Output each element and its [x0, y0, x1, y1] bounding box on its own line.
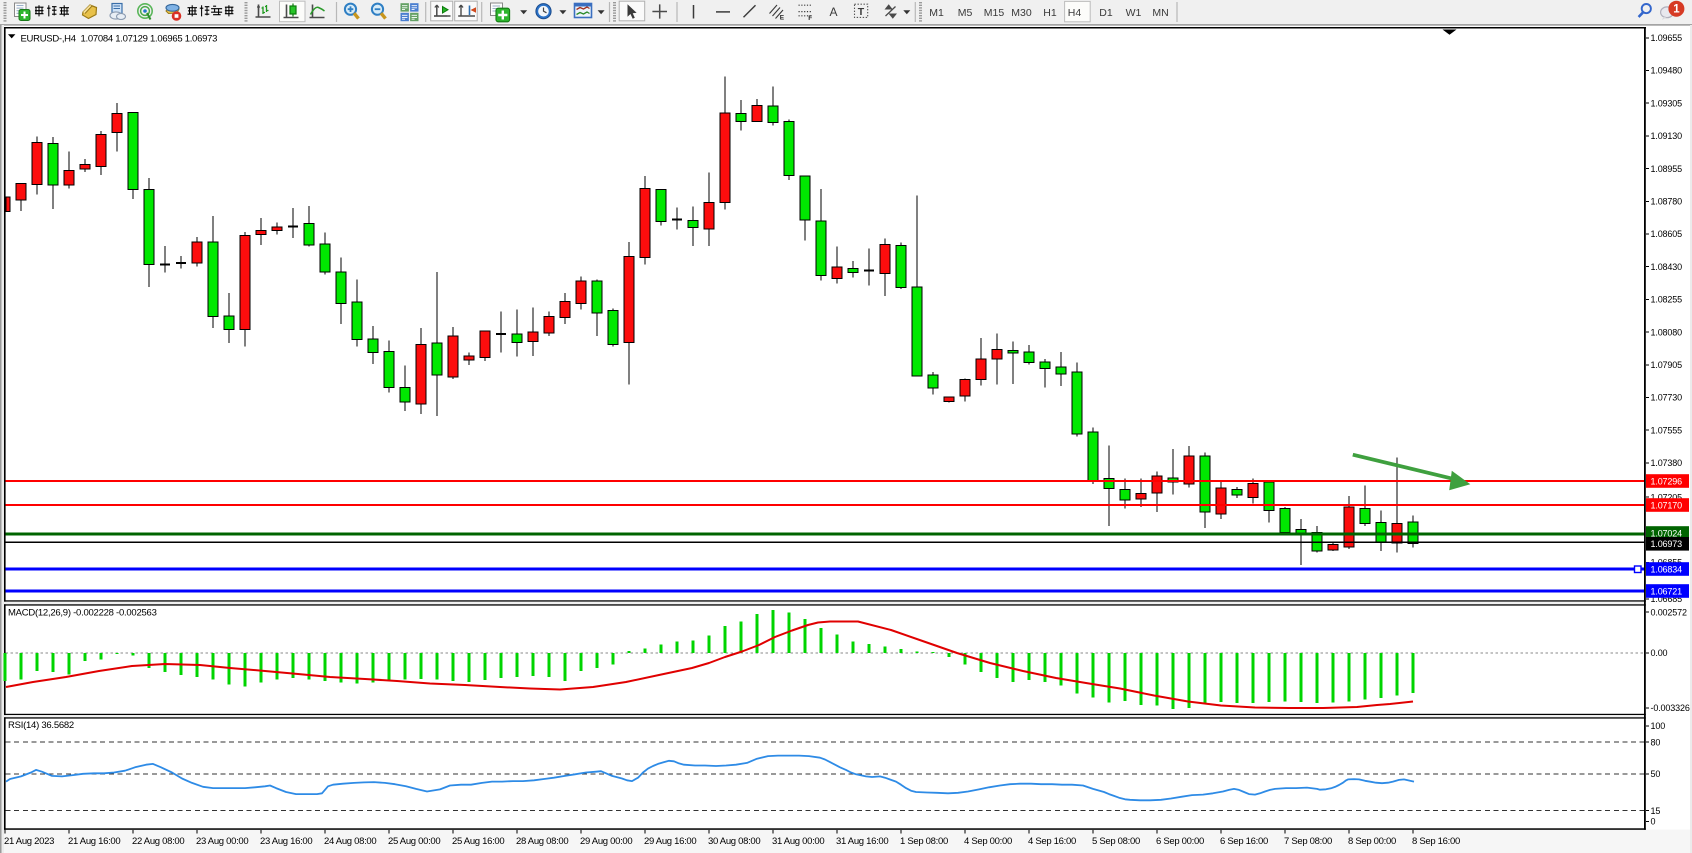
svg-text:21 Aug 2023: 21 Aug 2023 — [4, 836, 54, 847]
svg-text:1.07555: 1.07555 — [1651, 425, 1683, 435]
svg-text:0.002572: 0.002572 — [1651, 607, 1687, 617]
svg-text:0: 0 — [1651, 817, 1656, 827]
svg-text:RSI(14) 36.5682: RSI(14) 36.5682 — [8, 720, 74, 731]
svg-text:1.08080: 1.08080 — [1651, 327, 1683, 337]
svg-text:1.08780: 1.08780 — [1651, 197, 1683, 207]
svg-text:8 Sep 16:00: 8 Sep 16:00 — [1412, 836, 1460, 847]
svg-text:4 Sep 16:00: 4 Sep 16:00 — [1028, 836, 1076, 847]
svg-text:0.00: 0.00 — [1651, 648, 1668, 658]
svg-text:1 Sep 08:00: 1 Sep 08:00 — [900, 836, 948, 847]
svg-text:H4: H4 — [1068, 7, 1082, 19]
svg-text:M30: M30 — [1011, 7, 1032, 19]
svg-text:50: 50 — [1651, 769, 1661, 779]
svg-text:1.08430: 1.08430 — [1651, 262, 1683, 272]
svg-text:1.07296: 1.07296 — [1651, 476, 1683, 486]
svg-text:23 Aug 00:00: 23 Aug 00:00 — [196, 836, 248, 847]
svg-text:7 Sep 08:00: 7 Sep 08:00 — [1284, 836, 1332, 847]
svg-text:H1: H1 — [1043, 7, 1057, 19]
svg-text:1.09480: 1.09480 — [1651, 66, 1683, 76]
svg-text:1.06685: 1.06685 — [1651, 594, 1683, 604]
svg-text:30 Aug 08:00: 30 Aug 08:00 — [708, 836, 760, 847]
svg-text:15: 15 — [1651, 806, 1661, 816]
svg-text:1.07730: 1.07730 — [1651, 393, 1683, 403]
svg-text:1.07380: 1.07380 — [1651, 458, 1683, 468]
svg-text:1.06721: 1.06721 — [1651, 586, 1683, 596]
svg-text:1.08605: 1.08605 — [1651, 229, 1683, 239]
svg-text:4 Sep 00:00: 4 Sep 00:00 — [964, 836, 1012, 847]
svg-text:1.07205: 1.07205 — [1651, 492, 1683, 502]
svg-text:25 Aug 16:00: 25 Aug 16:00 — [452, 836, 504, 847]
svg-text:A: A — [830, 5, 838, 19]
svg-text:MN: MN — [1152, 7, 1168, 19]
svg-text:23 Aug 16:00: 23 Aug 16:00 — [260, 836, 312, 847]
svg-text:1.09655: 1.09655 — [1651, 33, 1683, 43]
svg-text:M5: M5 — [958, 7, 973, 19]
svg-text:6 Sep 16:00: 6 Sep 16:00 — [1220, 836, 1268, 847]
svg-text:29 Aug 16:00: 29 Aug 16:00 — [644, 836, 696, 847]
svg-text:F: F — [808, 15, 812, 22]
svg-text:1: 1 — [1673, 4, 1680, 16]
svg-text:1.09305: 1.09305 — [1651, 98, 1683, 108]
svg-text:-0.003326: -0.003326 — [1651, 703, 1690, 713]
svg-text:21 Aug 16:00: 21 Aug 16:00 — [68, 836, 120, 847]
svg-text:22 Aug 08:00: 22 Aug 08:00 — [132, 836, 184, 847]
svg-text:100: 100 — [1651, 721, 1666, 731]
svg-text:M15: M15 — [984, 7, 1005, 19]
svg-text:MACD(12,26,9) -0.002228 -0.002: MACD(12,26,9) -0.002228 -0.002563 — [8, 608, 157, 619]
svg-text:8 Sep 00:00: 8 Sep 00:00 — [1348, 836, 1396, 847]
svg-text:1.06973: 1.06973 — [1651, 539, 1683, 549]
svg-text:1.06834: 1.06834 — [1651, 564, 1683, 574]
svg-text:5 Sep 08:00: 5 Sep 08:00 — [1092, 836, 1140, 847]
svg-text:1.07170: 1.07170 — [1651, 500, 1683, 510]
svg-text:28 Aug 08:00: 28 Aug 08:00 — [516, 836, 568, 847]
svg-text:M1: M1 — [929, 7, 944, 19]
svg-text:EURUSD-,H4 1.07084 1.07129 1.: EURUSD-,H4 1.07084 1.07129 1.06965 1.069… — [21, 34, 218, 45]
svg-text:80: 80 — [1651, 737, 1661, 747]
svg-text:1.08955: 1.08955 — [1651, 164, 1683, 174]
svg-text:25 Aug 00:00: 25 Aug 00:00 — [388, 836, 440, 847]
svg-text:1.07024: 1.07024 — [1651, 528, 1683, 538]
svg-text:29 Aug 00:00: 29 Aug 00:00 — [580, 836, 632, 847]
svg-text:D1: D1 — [1099, 7, 1113, 19]
svg-text:31 Aug 00:00: 31 Aug 00:00 — [772, 836, 824, 847]
svg-text:1.09130: 1.09130 — [1651, 131, 1683, 141]
svg-text:31 Aug 16:00: 31 Aug 16:00 — [836, 836, 888, 847]
svg-text:24 Aug 08:00: 24 Aug 08:00 — [324, 836, 376, 847]
svg-text:T: T — [858, 6, 865, 18]
svg-text:E: E — [780, 15, 785, 22]
svg-text:W1: W1 — [1126, 7, 1142, 19]
svg-text:6 Sep 00:00: 6 Sep 00:00 — [1156, 836, 1204, 847]
svg-text:1.07905: 1.07905 — [1651, 360, 1683, 370]
svg-text:1.08255: 1.08255 — [1651, 295, 1683, 305]
